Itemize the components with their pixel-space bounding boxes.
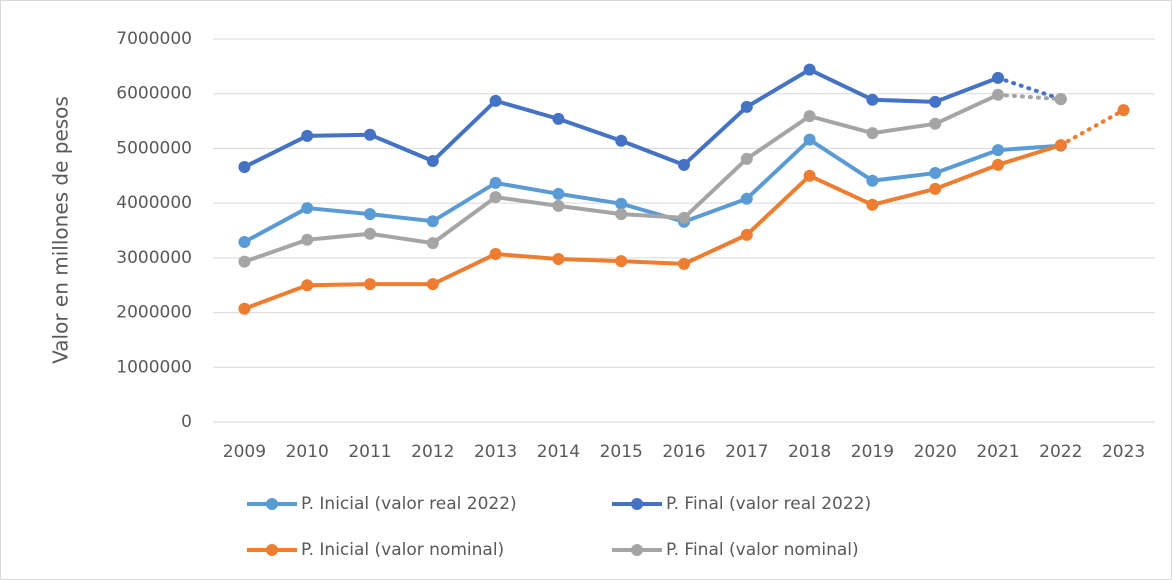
point: [615, 134, 628, 147]
point: [489, 176, 502, 189]
x-tick-label: 2014: [537, 442, 580, 462]
legend-marker: [266, 498, 278, 510]
legend-marker: [631, 498, 643, 510]
legend-label: P. Inicial (valor real 2022): [301, 494, 517, 514]
point: [740, 100, 753, 113]
x-tick-label: 2021: [976, 442, 1019, 462]
point: [1117, 104, 1130, 117]
point: [238, 235, 251, 248]
point: [301, 279, 314, 292]
point: [489, 94, 502, 107]
point: [803, 110, 816, 123]
point: [992, 71, 1004, 84]
point: [678, 158, 690, 171]
series-line-dotted: [996, 75, 1063, 102]
point: [552, 199, 565, 212]
x-tick-label: 2009: [223, 442, 266, 462]
point: [615, 255, 628, 268]
y-tick-label: 2000000: [116, 303, 192, 323]
point: [740, 192, 753, 205]
x-tick-label: 2019: [851, 442, 894, 462]
point: [238, 302, 251, 315]
point: [866, 198, 879, 211]
point: [552, 252, 565, 265]
point: [364, 227, 376, 240]
point: [992, 158, 1004, 171]
point: [740, 152, 753, 165]
point: [992, 88, 1004, 101]
y-tick-label: 6000000: [116, 84, 192, 104]
x-tick-label: 2018: [788, 442, 831, 462]
x-tick-label: 2011: [348, 442, 391, 462]
y-tick-label: 3000000: [116, 248, 192, 268]
y-tick-label: 0: [181, 412, 192, 432]
y-tick-label: 7000000: [116, 29, 192, 49]
point: [552, 187, 565, 200]
point: [803, 169, 816, 182]
point: [426, 215, 439, 228]
x-tick-label: 2017: [725, 442, 768, 462]
y-tick-label: 4000000: [116, 193, 192, 213]
point: [364, 208, 376, 221]
point: [866, 174, 879, 187]
legend-marker: [266, 544, 278, 556]
point: [678, 211, 690, 224]
point: [740, 228, 753, 241]
point: [615, 197, 628, 210]
y-axis-label: Valor en millones de pesos: [49, 96, 73, 364]
legend-label: P. Final (valor real 2022): [666, 494, 871, 514]
x-tick-label: 2015: [600, 442, 643, 462]
legend-label: P. Inicial (valor nominal): [301, 540, 504, 560]
point: [426, 155, 439, 168]
point: [301, 202, 314, 215]
point: [929, 182, 942, 195]
x-tick-label: 2012: [411, 442, 454, 462]
series-line: [243, 137, 1061, 244]
point: [678, 257, 690, 270]
point: [238, 255, 251, 268]
point: [615, 208, 628, 221]
point: [301, 129, 314, 142]
point: [803, 133, 816, 146]
point: [866, 93, 879, 106]
point: [552, 112, 565, 125]
point: [426, 278, 439, 291]
x-tick-label: 2013: [474, 442, 517, 462]
legend-marker: [631, 544, 643, 556]
point: [1054, 93, 1067, 106]
x-tick-label: 2010: [286, 442, 329, 462]
y-tick-label: 1000000: [116, 357, 192, 377]
x-tick-label: 2022: [1039, 442, 1082, 462]
series-line-dotted: [996, 92, 1063, 102]
x-tick-label: 2020: [914, 442, 957, 462]
point: [364, 278, 376, 291]
point: [992, 144, 1004, 157]
legend-label: P. Final (valor nominal): [666, 540, 859, 560]
point: [1054, 139, 1067, 152]
y-tick-label: 5000000: [116, 138, 192, 158]
series-line: [243, 143, 1062, 311]
point: [489, 191, 502, 204]
point: [929, 167, 942, 180]
point: [426, 237, 439, 250]
x-tick-label: 2016: [662, 442, 705, 462]
point: [238, 161, 251, 174]
point: [866, 127, 879, 140]
point: [489, 248, 502, 261]
point: [929, 95, 942, 108]
x-tick-label: 2023: [1102, 442, 1145, 462]
point: [364, 128, 376, 141]
point: [929, 117, 942, 130]
point: [301, 233, 314, 246]
point: [803, 63, 816, 76]
